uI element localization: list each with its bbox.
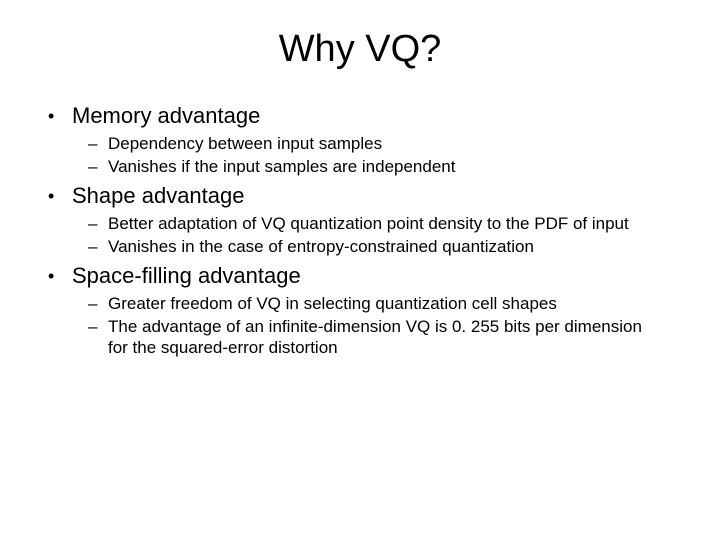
bullet-item: • Shape advantage: [48, 183, 680, 209]
sub-marker: –: [88, 213, 108, 234]
bullet-text: Shape advantage: [72, 183, 245, 209]
sub-item: – Dependency between input samples: [88, 133, 680, 154]
sub-marker: –: [88, 316, 108, 337]
sub-text: Vanishes in the case of entropy-constrai…: [108, 236, 554, 257]
sub-text: Dependency between input samples: [108, 133, 402, 154]
sub-item: – Greater freedom of VQ in selecting qua…: [88, 293, 680, 314]
slide: Why VQ? • Memory advantage – Dependency …: [0, 0, 720, 540]
sub-item: – The advantage of an infinite-dimension…: [88, 316, 680, 358]
sub-list: – Dependency between input samples – Van…: [48, 133, 680, 177]
sub-item: – Vanishes if the input samples are inde…: [88, 156, 680, 177]
sub-list: – Better adaptation of VQ quantization p…: [48, 213, 680, 257]
bullet-list: • Memory advantage – Dependency between …: [40, 103, 680, 358]
sub-text: Vanishes if the input samples are indepe…: [108, 156, 475, 177]
sub-item: – Vanishes in the case of entropy-constr…: [88, 236, 680, 257]
sub-text: Better adaptation of VQ quantization poi…: [108, 213, 649, 234]
sub-marker: –: [88, 293, 108, 314]
sub-marker: –: [88, 133, 108, 154]
slide-title: Why VQ?: [40, 28, 680, 71]
bullet-item: • Space-filling advantage: [48, 263, 680, 289]
bullet-text: Memory advantage: [72, 103, 260, 129]
sub-text: The advantage of an infinite-dimension V…: [108, 316, 680, 358]
bullet-marker: •: [48, 103, 72, 129]
bullet-item: • Memory advantage: [48, 103, 680, 129]
bullet-text: Space-filling advantage: [72, 263, 301, 289]
bullet-marker: •: [48, 263, 72, 289]
sub-item: – Better adaptation of VQ quantization p…: [88, 213, 680, 234]
sub-text: Greater freedom of VQ in selecting quant…: [108, 293, 577, 314]
bullet-marker: •: [48, 183, 72, 209]
sub-list: – Greater freedom of VQ in selecting qua…: [48, 293, 680, 358]
sub-marker: –: [88, 236, 108, 257]
sub-marker: –: [88, 156, 108, 177]
